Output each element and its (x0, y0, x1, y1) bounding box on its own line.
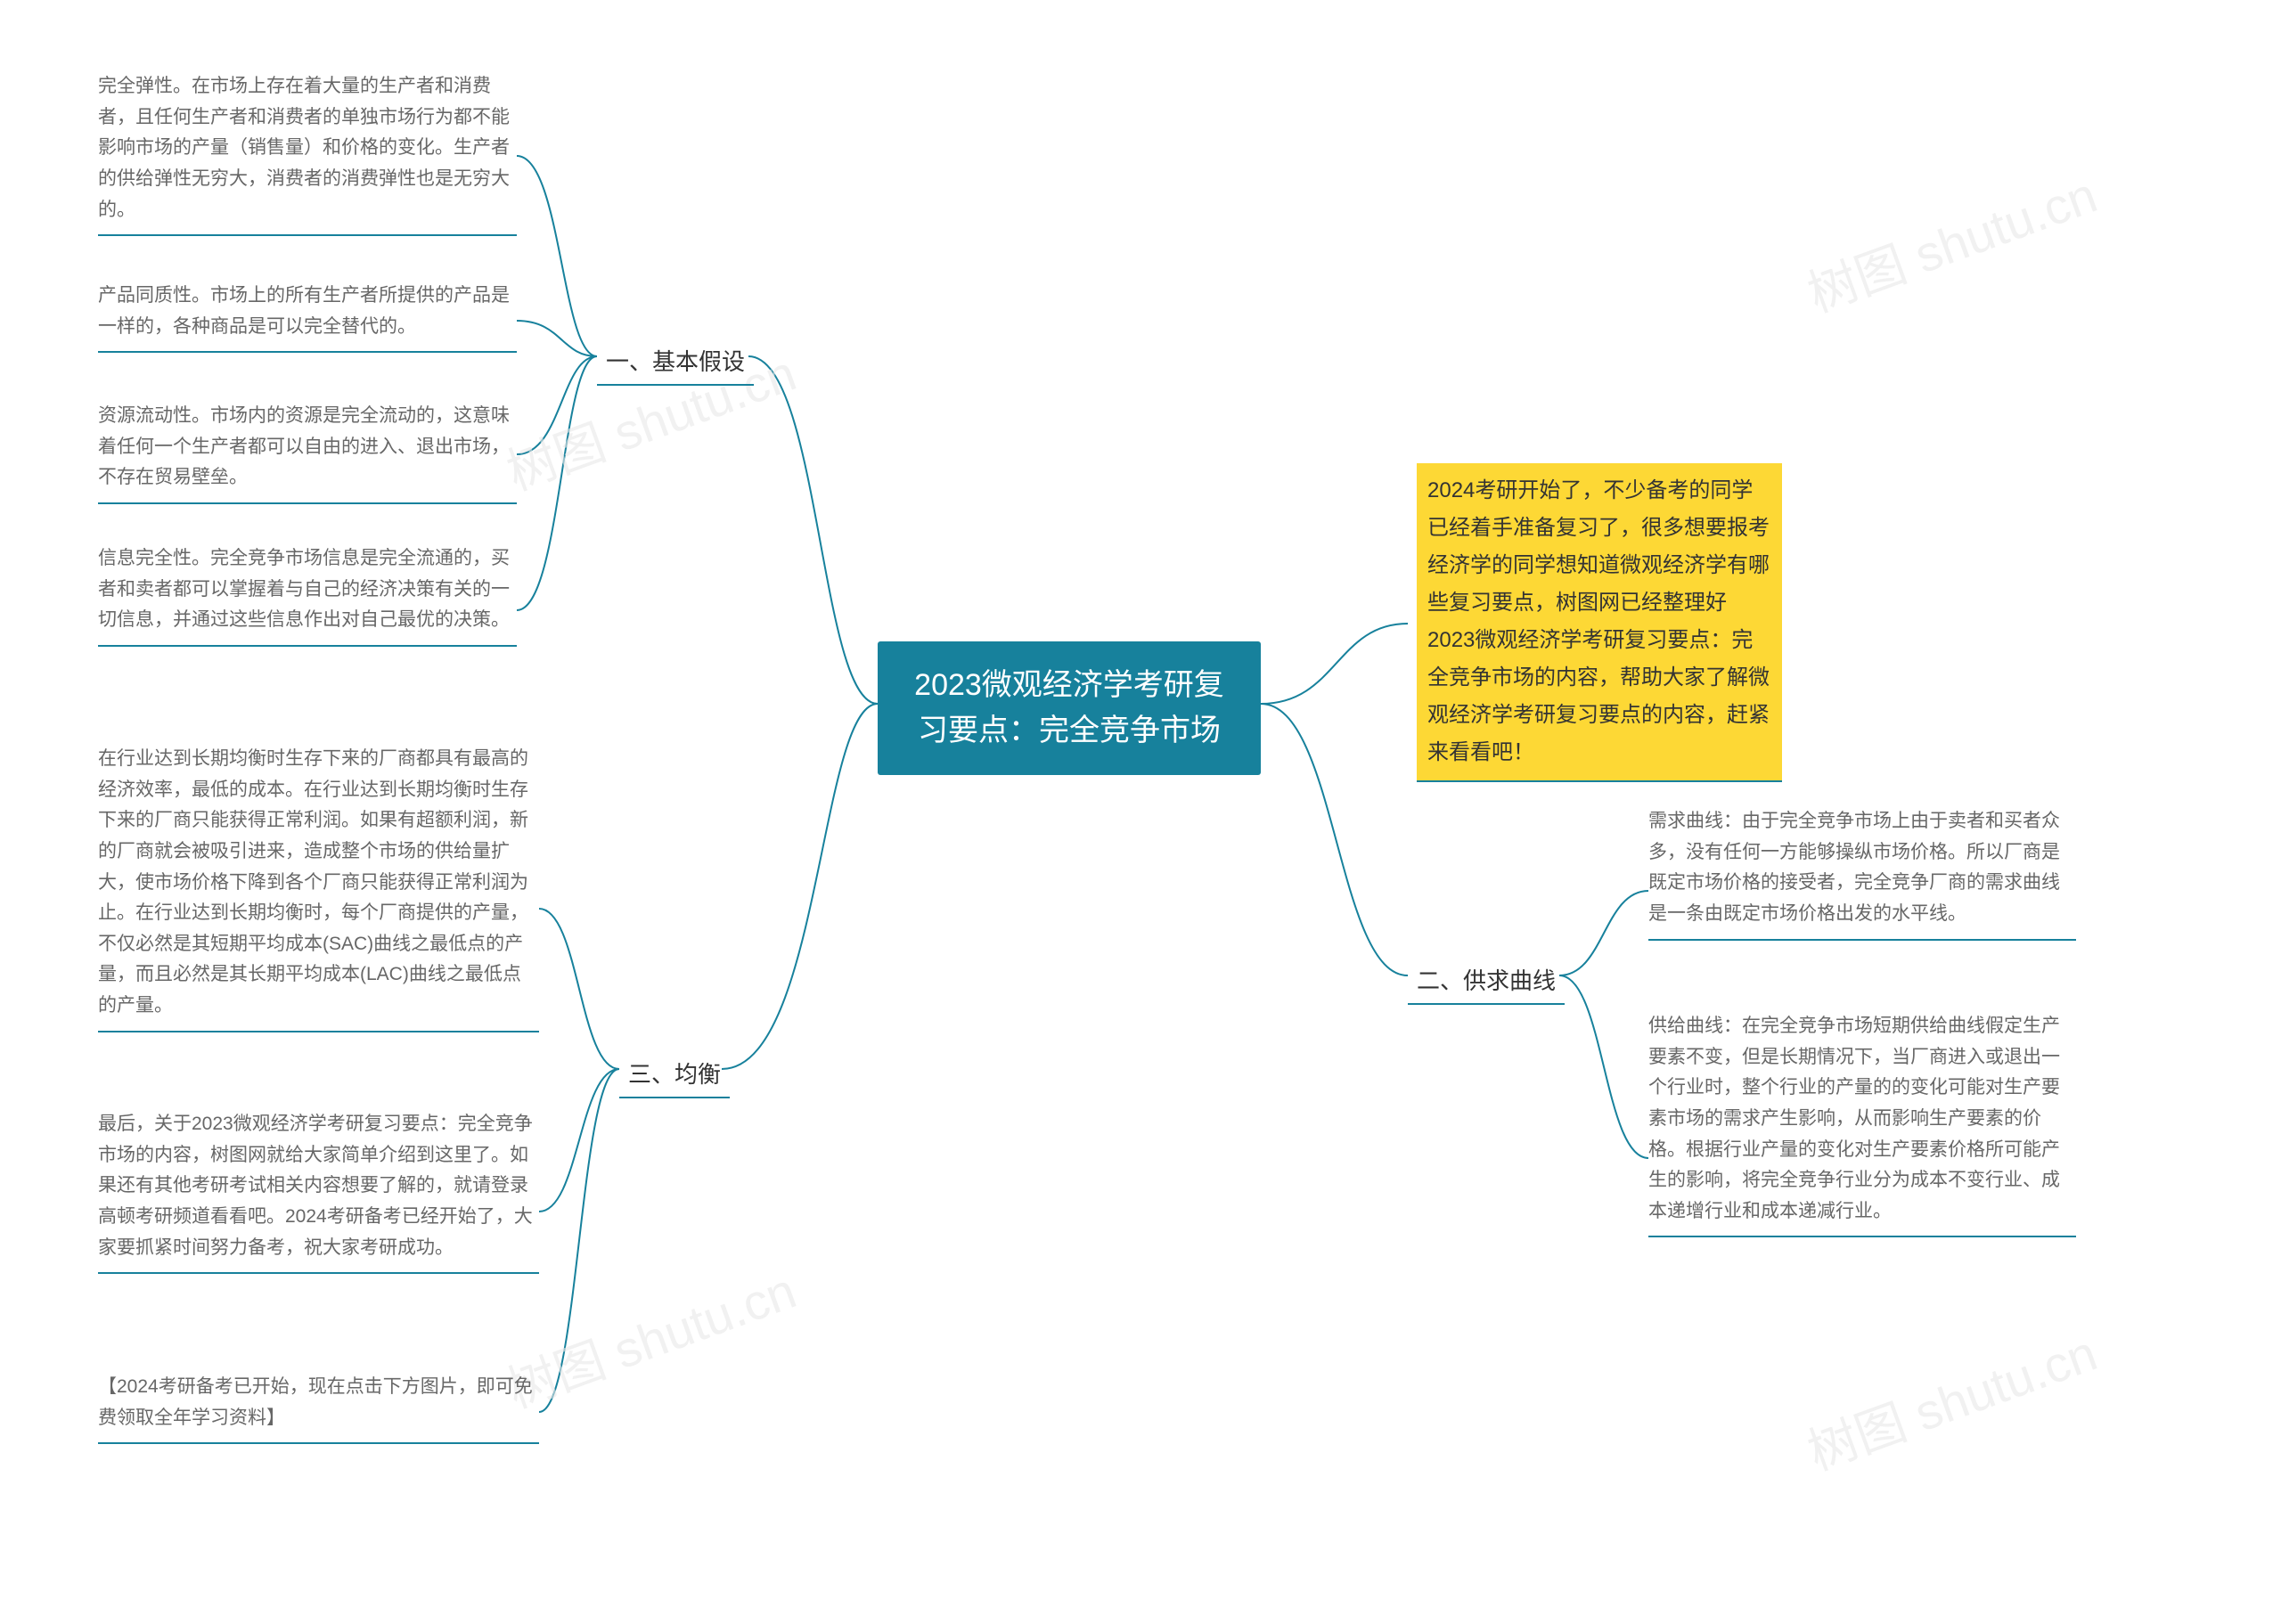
watermark: 树图 shutu.cn (495, 1251, 805, 1422)
leaf-l2a[interactable]: 需求曲线：由于完全竞争市场上由于卖者和买者众多，没有任何一方能够操纵市场价格。所… (1648, 806, 2076, 941)
watermark: 树图 shutu.cn (1796, 1313, 2105, 1484)
connector-path (1559, 975, 1648, 1158)
leaf-l1b[interactable]: 产品同质性。市场上的所有生产者所提供的产品是一样的，各种商品是可以完全替代的。 (98, 281, 517, 353)
connector-path (517, 321, 597, 356)
leaf-l2b[interactable]: 供给曲线：在完全竞争市场短期供给曲线假定生产要素不变，但是长期情况下，当厂商进入… (1648, 1011, 2076, 1237)
connector-path (517, 356, 597, 454)
connector-path (539, 909, 619, 1069)
connector-path (722, 704, 878, 1069)
connector-path (539, 1069, 619, 1212)
watermark: 树图 shutu.cn (1796, 155, 2105, 326)
leaf-l1c[interactable]: 资源流动性。市场内的资源是完全流动的，这意味着任何一个生产者都可以自由的进入、退… (98, 401, 517, 504)
sub-node-s1[interactable]: 一、基本假设 (597, 339, 754, 386)
leaf-l1d[interactable]: 信息完全性。完全竞争市场信息是完全流通的，买者和卖者都可以掌握着与自己的经济决策… (98, 543, 517, 647)
sub-node-s2[interactable]: 二、供求曲线 (1408, 958, 1565, 1005)
leaf-l1a[interactable]: 完全弹性。在市场上存在着大量的生产者和消费者，且任何生产者和消费者的单独市场行为… (98, 71, 517, 236)
connector-path (539, 1069, 619, 1412)
connector-path (517, 156, 597, 356)
connector-path (748, 356, 878, 704)
leaf-l3b[interactable]: 最后，关于2023微观经济学考研复习要点：完全竞争市场的内容，树图网就给大家简单… (98, 1109, 539, 1274)
sub-node-s3[interactable]: 三、均衡 (619, 1051, 730, 1098)
leaf-l3a[interactable]: 在行业达到长期均衡时生存下来的厂商都具有最高的经济效率，最低的成本。在行业达到长… (98, 744, 539, 1032)
connector-path (517, 356, 597, 610)
connector-path (1559, 891, 1648, 975)
center-node[interactable]: 2023微观经济学考研复习要点：完全竞争市场 (878, 641, 1261, 775)
leaf-intro[interactable]: 2024考研开始了，不少备考的同学已经着手准备复习了，很多想要报考经济学的同学想… (1417, 463, 1782, 782)
connector-path (1261, 624, 1408, 704)
connector-path (1261, 704, 1408, 975)
leaf-l3c[interactable]: 【2024考研备考已开始，现在点击下方图片，即可免费领取全年学习资料】 (98, 1372, 539, 1444)
mindmap-container: 2023微观经济学考研复习要点：完全竞争市场 树图 shutu.cn 树图 shu… (0, 0, 2281, 1624)
